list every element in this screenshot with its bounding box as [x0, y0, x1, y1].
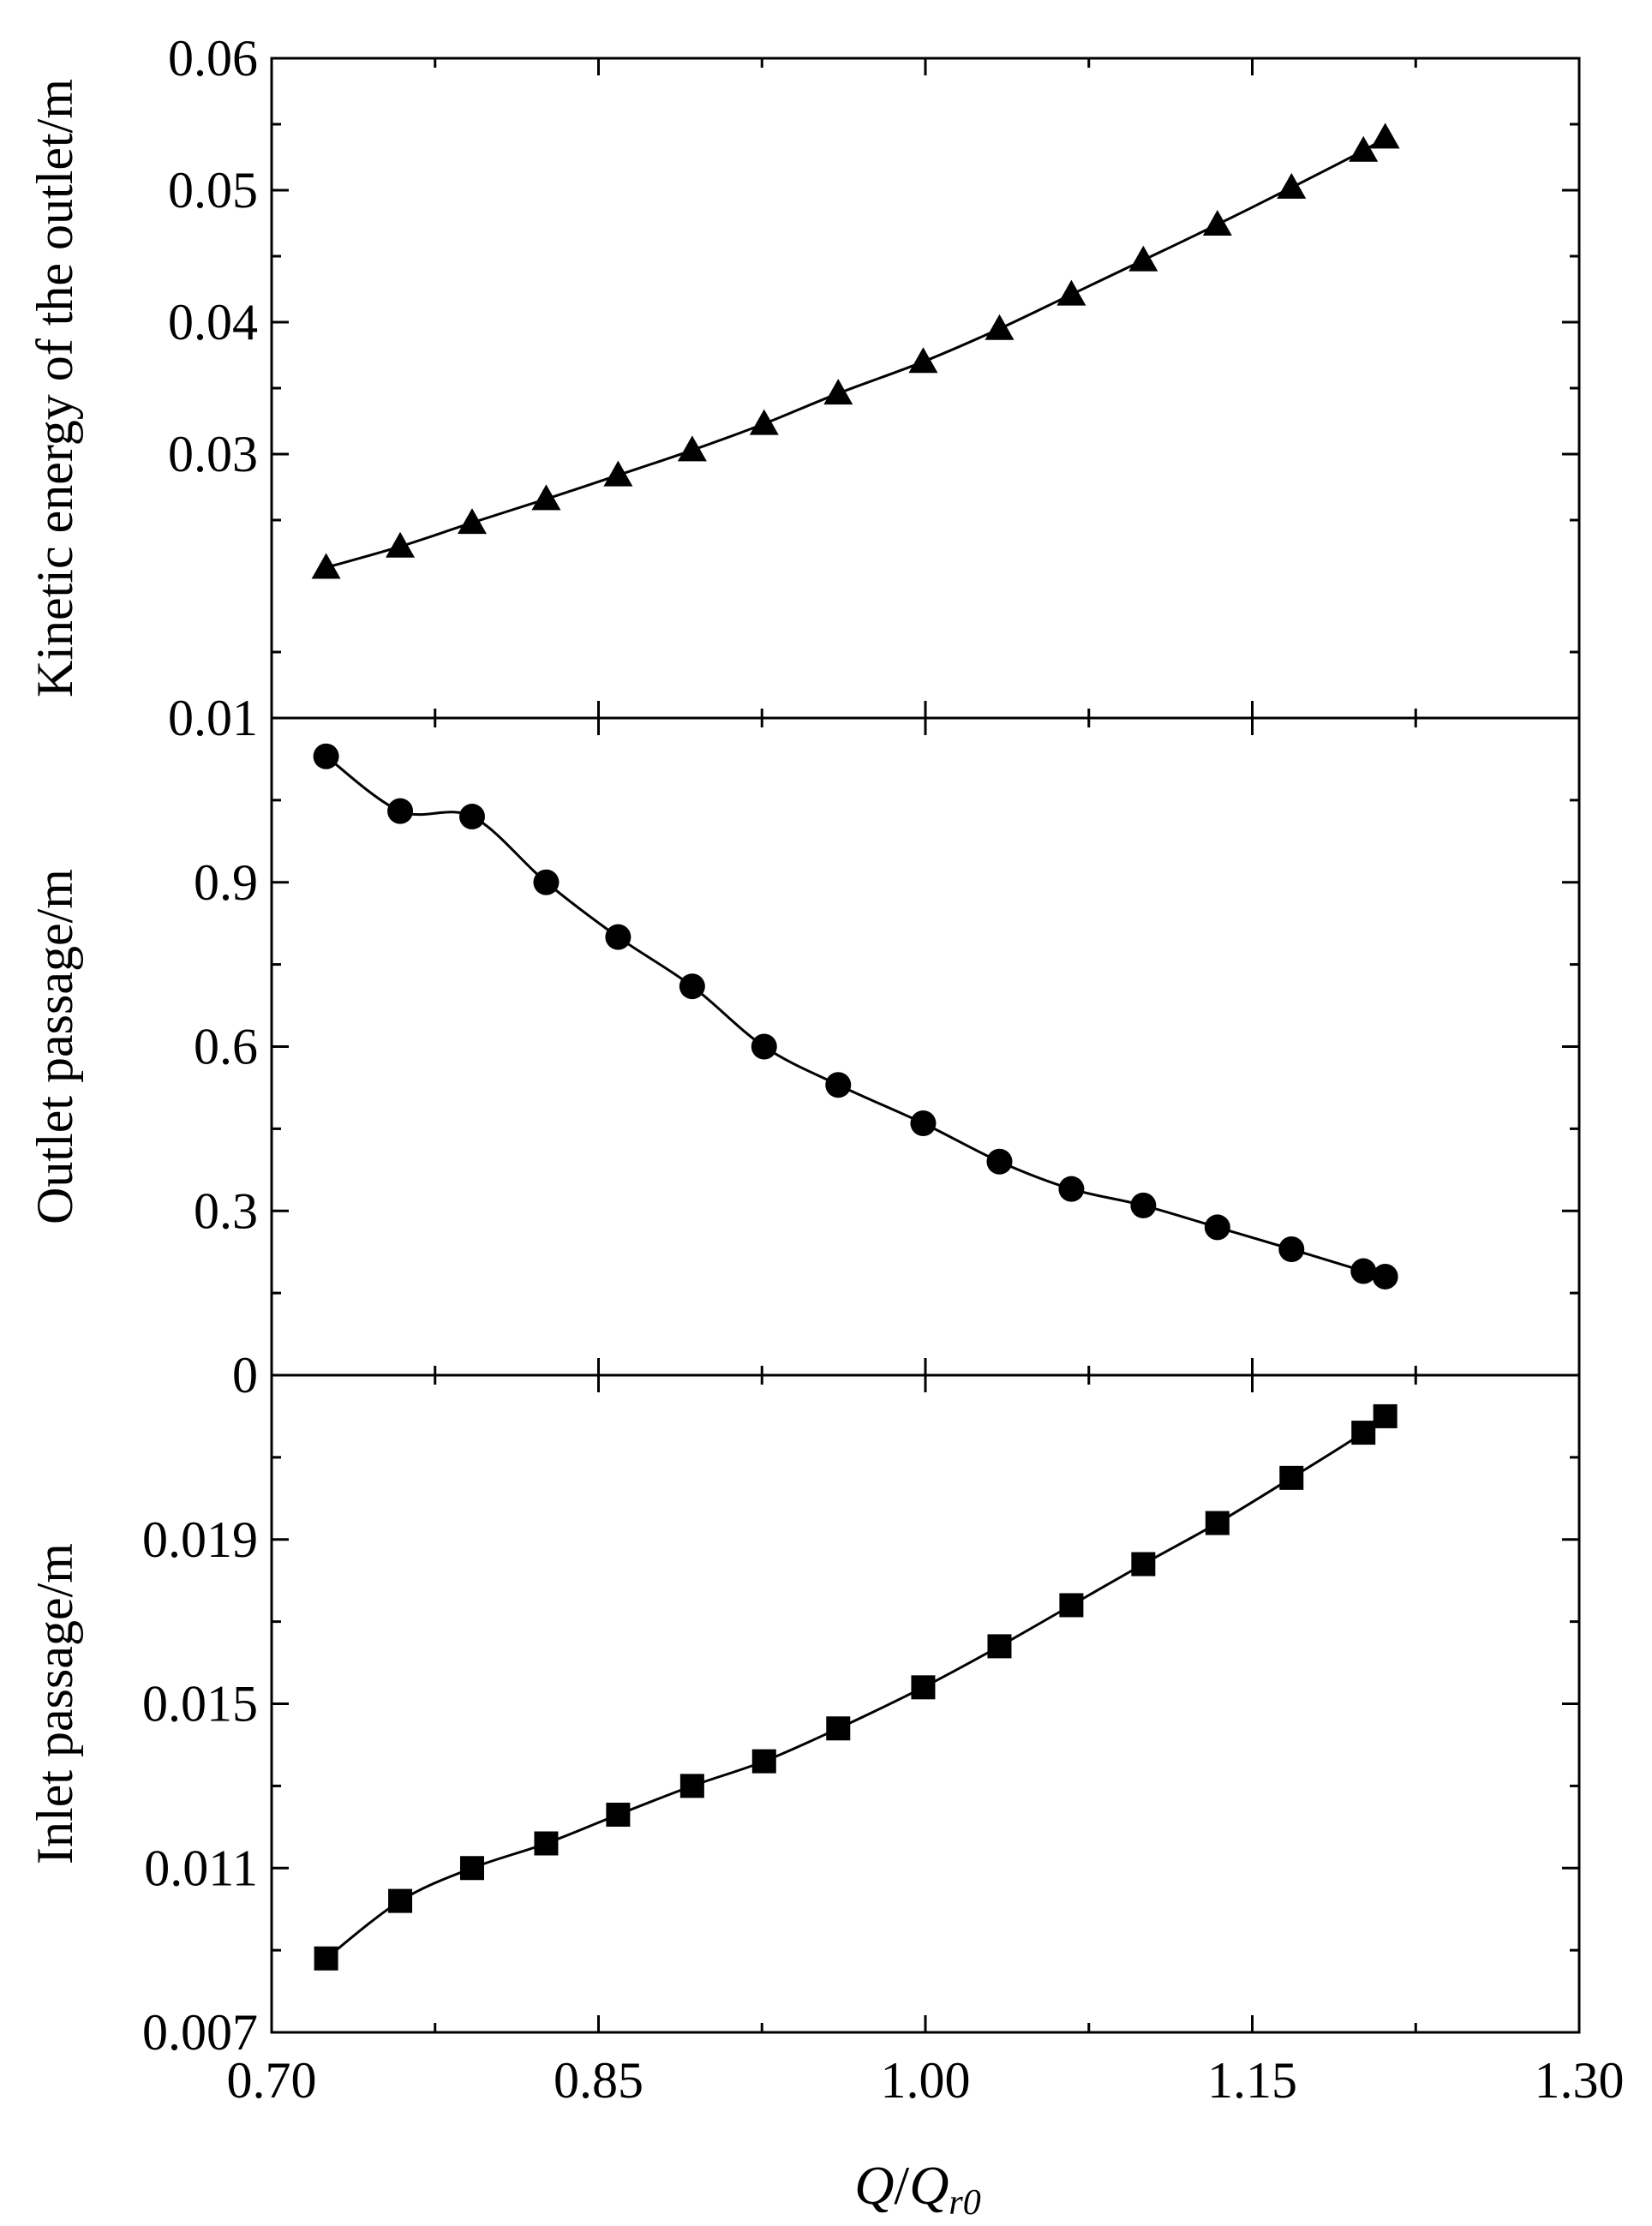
panel-2-circle-marker: [1204, 1214, 1230, 1241]
panel-1-y-tick-label: 0.04: [168, 294, 258, 350]
panel-2-series-line: [325, 755, 1386, 1278]
panel-1-triangle-marker: [1202, 210, 1232, 236]
panel-3-square-marker: [1205, 1511, 1230, 1535]
panel-markers: [311, 123, 1400, 1971]
panel-3-square-marker: [751, 1749, 776, 1774]
panel-3-square-marker: [679, 1774, 704, 1798]
panel-3-square-marker: [314, 1946, 338, 1971]
panel-1-triangle-marker: [457, 508, 487, 535]
panel-1-y-tick-label: 0.01: [168, 690, 258, 746]
panel-lines: [325, 136, 1386, 1960]
panel-3-y-tick-label: 0.007: [142, 2004, 258, 2061]
panel-3-frame: [270, 1373, 1581, 2034]
panel-2-circle-marker: [751, 1033, 777, 1060]
panel-labels: 0.01 0.03 0.04 0.05 0.06 Kinetic energy of th…: [27, 30, 1625, 2109]
panel-2-circle-marker: [387, 798, 414, 824]
panel-ticks: [270, 57, 1581, 2034]
panel-1-triangle-marker: [1349, 135, 1379, 162]
panel-1-triangle-marker: [1277, 172, 1307, 199]
panel-3-square-marker: [987, 1634, 1012, 1659]
panel-1-frame: [270, 57, 1581, 720]
panel-1-triangle-marker: [386, 531, 416, 558]
x-tick-label: 1.15: [1207, 2052, 1297, 2109]
x-tick-label: 0.85: [554, 2052, 643, 2109]
panel-1-y-axis-title: Kinetic energy of the outlet/m: [27, 79, 83, 697]
panel-3-square-marker: [1373, 1403, 1398, 1428]
panel-3-square-marker: [1131, 1552, 1156, 1577]
panel-1-y-tick-label: 0.05: [168, 162, 258, 218]
panel-1-triangle-marker: [1370, 123, 1400, 149]
panel-1-triangle-marker: [531, 484, 561, 511]
panel-2-circle-marker: [1058, 1176, 1085, 1202]
panel-1-triangle-marker: [311, 553, 341, 579]
panel-3-square-marker: [388, 1888, 413, 1913]
x-tick-label: 0.70: [227, 2052, 317, 2109]
x-axis-title-subscript: r0: [949, 2183, 980, 2223]
x-tick-label: 1.30: [1535, 2052, 1625, 2109]
panel-3-series-line: [325, 1415, 1386, 1960]
panel-3-square-marker: [1279, 1465, 1304, 1490]
panel-1-triangle-marker: [908, 347, 938, 374]
panel-2-circle-marker: [910, 1110, 937, 1136]
panel-3-square-marker: [1351, 1421, 1376, 1445]
panel-2-circle-marker: [1350, 1258, 1377, 1284]
panel-2-y-tick-label: 0.9: [194, 854, 258, 911]
panel-2-circle-marker: [458, 804, 485, 830]
panel-1-y-tick-label: 0.06: [168, 30, 258, 87]
panel-1-triangle-marker: [823, 379, 853, 405]
x-axis-title: Q/Qr0: [854, 2155, 981, 2223]
x-axis-title-slash: /: [894, 2155, 909, 2216]
panel-3-y-axis-title: Inlet passage/m: [27, 1543, 83, 1864]
panel-3-y-tick-label: 0.019: [142, 1511, 258, 1568]
panel-2-y-tick-label: 0: [232, 1347, 258, 1403]
panel-2-circle-marker: [313, 743, 339, 769]
panel-1-series-line: [326, 136, 1386, 569]
panel-1-triangle-marker: [677, 435, 707, 462]
x-axis-title-denominator: Q: [909, 2155, 949, 2216]
panel-1-triangle-marker: [1128, 245, 1158, 272]
panel-2-circle-marker: [533, 869, 560, 895]
x-tick-label: 1.00: [881, 2052, 971, 2109]
panel-1-triangle-marker: [603, 460, 633, 487]
x-axis-title-main: Q: [854, 2155, 894, 2216]
panel-3-y-tick-label: 0.011: [144, 1840, 258, 1896]
panel-3-square-marker: [911, 1675, 936, 1700]
panel-1-triangle-marker: [1056, 279, 1086, 306]
panel-1-triangle-marker: [985, 314, 1015, 340]
panel-1-y-tick-label: 0.03: [168, 426, 258, 482]
panel-3-square-marker: [459, 1856, 484, 1881]
panel-3-square-marker: [1059, 1593, 1084, 1618]
panel-2-circle-marker: [1278, 1236, 1305, 1262]
panel-3-square-marker: [606, 1802, 631, 1827]
panel-2-circle-marker: [1372, 1263, 1398, 1290]
panel-2-y-axis-title: Outlet passage/m: [27, 869, 83, 1224]
panel-3-square-marker: [826, 1716, 851, 1741]
panel-2-y-tick-label: 0.3: [194, 1182, 258, 1239]
panel-2-circle-marker: [825, 1072, 852, 1098]
panel-2-circle-marker: [605, 924, 631, 950]
panel-2-circle-marker: [679, 973, 705, 1000]
panel-1-triangle-marker: [749, 409, 779, 435]
panel-3-square-marker: [534, 1831, 559, 1856]
panel-2-circle-marker: [1130, 1192, 1157, 1218]
panel-2-y-tick-label: 0.6: [194, 1019, 258, 1075]
panel-3-y-tick-label: 0.015: [142, 1676, 258, 1732]
panel-2-circle-marker: [986, 1148, 1013, 1175]
